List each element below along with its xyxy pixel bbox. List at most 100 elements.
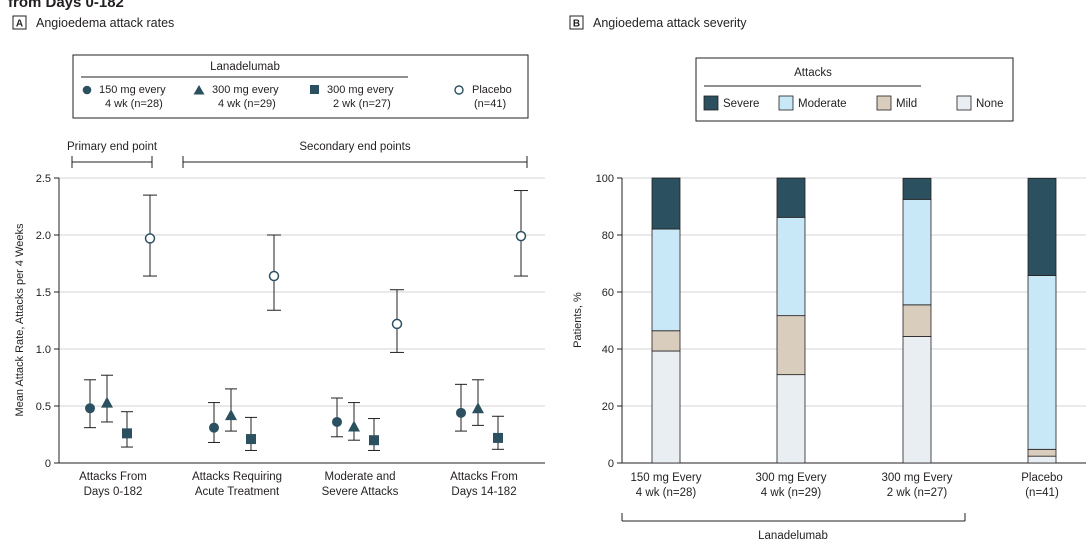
bar-segment-mild — [651, 330, 681, 352]
panel-b-legend: Attacks Severe Moderate Mild None — [695, 57, 1014, 122]
data-point-placebo — [268, 270, 280, 282]
legend-label-s1-l2: 4 wk (n=29) — [218, 98, 276, 110]
data-point-150mg-q4w — [456, 407, 466, 418]
bar-segment-severe — [776, 177, 806, 218]
legend-open-circle-marker — [454, 85, 464, 95]
legend-swatch-severe — [703, 95, 719, 111]
legend-swatch-mild — [876, 95, 892, 111]
bar-segment-none — [651, 350, 681, 464]
bar-segment-mild — [776, 315, 806, 376]
bar-segment-none — [1027, 455, 1057, 464]
data-point-placebo — [144, 233, 156, 244]
data-point-300mg-q2w — [246, 434, 256, 445]
legend-label-s2-l2: 2 wk (n=27) — [333, 98, 391, 110]
panel-b-category-label: 4 wk (n=29) — [761, 487, 822, 499]
legend-label-mild: Mild — [896, 98, 917, 110]
legend-label-s3-l1: Placebo — [472, 84, 512, 96]
panel-b-ytick-label: 20 — [602, 401, 614, 413]
panel-a-ylabel: Mean Attack Rate, Attacks per 4 Weeks — [14, 223, 26, 416]
legend-label-severe: Severe — [723, 98, 759, 110]
data-point-300mg-q4w — [101, 396, 113, 408]
panel-b-category-label: 4 wk (n=28) — [636, 487, 697, 499]
lanadelumab-group-label: Lanadelumab — [758, 530, 828, 542]
panel-a-ytick-label: 1.0 — [36, 344, 51, 356]
primary-end-point-label: Primary end point — [67, 141, 158, 153]
data-point-placebo — [515, 230, 527, 242]
legend-b-title: Attacks — [794, 67, 832, 79]
legend-circle-marker — [82, 85, 92, 95]
panel-a-ytick-label: 2.5 — [36, 173, 51, 185]
panel-a-category-label: Days 0-182 — [84, 486, 143, 498]
data-point-150mg-q4w — [85, 403, 95, 414]
panel-a-category-label: Acute Treatment — [195, 486, 280, 498]
secondary-end-points-label: Secondary end points — [299, 141, 410, 153]
legend-label-s0-l1: 150 mg every — [99, 84, 166, 96]
data-point-150mg-q4w — [332, 416, 342, 427]
data-point-300mg-q2w — [122, 428, 132, 439]
bar-segment-none — [902, 336, 932, 464]
legend-square-marker — [310, 85, 319, 94]
panel-a-category-label: Attacks Requiring — [192, 471, 282, 483]
panel-a-category-label: Severe Attacks — [322, 486, 399, 498]
panel-a-ytick-label: 0.5 — [36, 401, 51, 413]
panel-b-ytick-label: 0 — [608, 458, 614, 470]
panel-a-ytick-label: 2.0 — [36, 230, 51, 242]
panel-b-header: B Angioedema attack severity — [569, 15, 747, 30]
panel-a-category-label: Attacks From — [450, 471, 518, 483]
legend-label-none: None — [976, 98, 1004, 110]
panel-a-category-label: Moderate and — [325, 471, 396, 483]
panel-a-plot: 0 0.5 1.0 1.5 2.0 2.5 Attacks From Days 0-182 At… — [36, 173, 545, 498]
panel-b-category-label: 300 mg Every — [756, 472, 827, 484]
panel-b-ytick-label: 100 — [596, 173, 614, 185]
endpoint-brackets: Primary end point Secondary end points — [67, 141, 528, 168]
panel-b-category-label: 300 mg Every — [882, 472, 953, 484]
panel-b-ytick-label: 60 — [602, 287, 614, 299]
legend-label-s0-l2: 4 wk (n=28) — [105, 98, 163, 110]
cut-off-title: from Days 0-182 — [8, 0, 124, 11]
panel-b-ytick-label: 40 — [602, 344, 614, 356]
data-point-150mg-q4w — [209, 422, 219, 433]
bar-segment-severe — [1027, 177, 1057, 276]
legend-a-title: Lanadelumab — [210, 61, 280, 73]
data-point-300mg-q4w — [472, 402, 484, 414]
panel-a-ytick-label: 1.5 — [36, 287, 51, 299]
lanadelumab-bracket: Lanadelumab — [621, 513, 966, 542]
legend-swatch-none — [956, 95, 972, 111]
panel-b-category-label: 2 wk (n=27) — [887, 487, 948, 499]
panel-a-header: A Angioedema attack rates — [12, 15, 174, 30]
data-point-300mg-q2w — [369, 435, 379, 446]
bar-segment-moderate — [776, 216, 806, 317]
panel-b-ylabel: Patients, % — [572, 292, 584, 348]
panel-a-category-label: Days 14-182 — [451, 486, 516, 498]
legend-label-moderate: Moderate — [798, 98, 847, 110]
panel-b-ytick-label: 80 — [602, 230, 614, 242]
panel-b-category-label: 150 mg Every — [631, 472, 702, 484]
panel-b-title: Angioedema attack severity — [593, 16, 747, 30]
panel-a-title: Angioedema attack rates — [36, 16, 174, 30]
bar-segment-moderate — [651, 228, 681, 332]
bar-segment-moderate — [902, 198, 932, 306]
panel-a-category-label: Attacks From — [79, 471, 147, 483]
data-point-placebo — [391, 318, 403, 330]
bar-segment-none — [776, 374, 806, 464]
panel-b-category-label: Placebo — [1021, 472, 1063, 484]
panel-b-plot: 0 20 40 60 80 100 150 mg Every 4 wk (n=28) 300 m… — [596, 173, 1086, 499]
data-point-300mg-q4w — [225, 409, 237, 421]
data-point-300mg-q4w — [348, 420, 360, 432]
bar-segment-mild — [902, 304, 932, 337]
bar-segment-severe — [902, 177, 932, 200]
panel-a-ytick-label: 0 — [45, 458, 51, 470]
panel-a-letter: A — [16, 19, 23, 30]
data-point-300mg-q2w — [493, 432, 503, 443]
legend-swatch-moderate — [778, 95, 794, 111]
legend-triangle-marker — [193, 85, 205, 95]
legend-label-s2-l1: 300 mg every — [327, 84, 394, 96]
bar-segment-mild — [1027, 448, 1057, 457]
legend-label-s1-l1: 300 mg every — [212, 84, 279, 96]
legend-label-s3-l2: (n=41) — [474, 98, 506, 110]
panel-a-legend: Lanadelumab 150 mg every 4 wk (n=28) 300… — [72, 54, 529, 119]
panel-b-letter: B — [573, 19, 580, 30]
panel-b-category-label: (n=41) — [1025, 487, 1059, 499]
bar-segment-moderate — [1027, 275, 1057, 450]
bar-segment-severe — [651, 177, 681, 230]
